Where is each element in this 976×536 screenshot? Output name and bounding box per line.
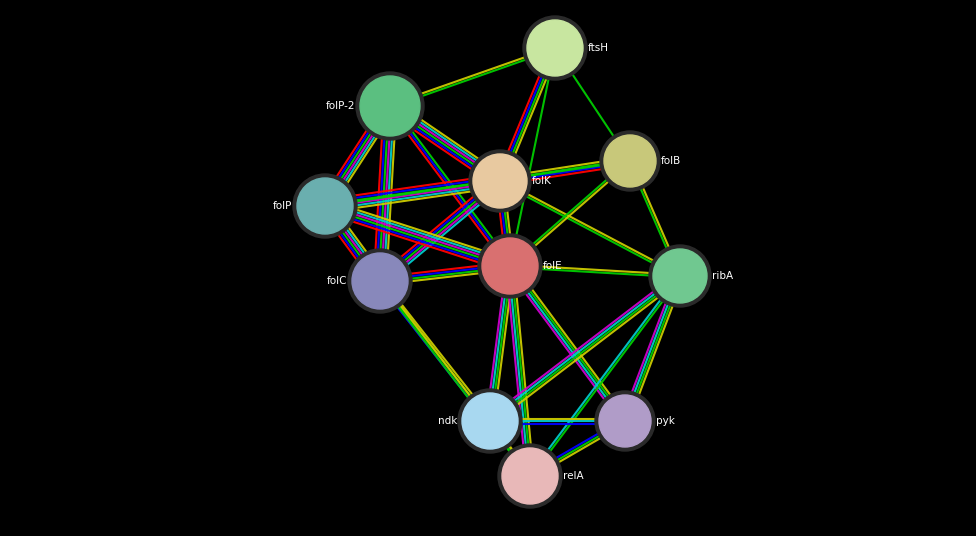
Text: ribA: ribA xyxy=(712,271,733,281)
Text: folC: folC xyxy=(327,276,347,286)
Circle shape xyxy=(599,395,651,447)
Circle shape xyxy=(360,76,420,136)
Text: folP: folP xyxy=(272,201,292,211)
Circle shape xyxy=(523,16,587,80)
Circle shape xyxy=(482,238,538,294)
Circle shape xyxy=(502,448,558,504)
Circle shape xyxy=(356,72,424,140)
Circle shape xyxy=(352,253,408,309)
Circle shape xyxy=(462,393,518,449)
Circle shape xyxy=(458,389,522,453)
Circle shape xyxy=(348,249,412,313)
Circle shape xyxy=(478,234,542,298)
Circle shape xyxy=(653,249,707,303)
Text: ftsH: ftsH xyxy=(588,43,609,53)
Text: folP-2: folP-2 xyxy=(326,101,355,111)
Circle shape xyxy=(604,135,656,187)
Circle shape xyxy=(473,154,527,208)
Text: pyk: pyk xyxy=(656,416,674,426)
Text: relA: relA xyxy=(563,471,584,481)
Circle shape xyxy=(293,174,357,238)
Circle shape xyxy=(498,444,562,508)
Circle shape xyxy=(527,20,583,76)
Circle shape xyxy=(600,131,660,191)
Text: folE: folE xyxy=(543,261,562,271)
Circle shape xyxy=(469,150,531,212)
Text: folK: folK xyxy=(532,176,551,186)
Circle shape xyxy=(595,391,655,451)
Text: folB: folB xyxy=(661,156,681,166)
Circle shape xyxy=(297,178,353,234)
Circle shape xyxy=(649,245,711,307)
Text: ndk: ndk xyxy=(437,416,457,426)
